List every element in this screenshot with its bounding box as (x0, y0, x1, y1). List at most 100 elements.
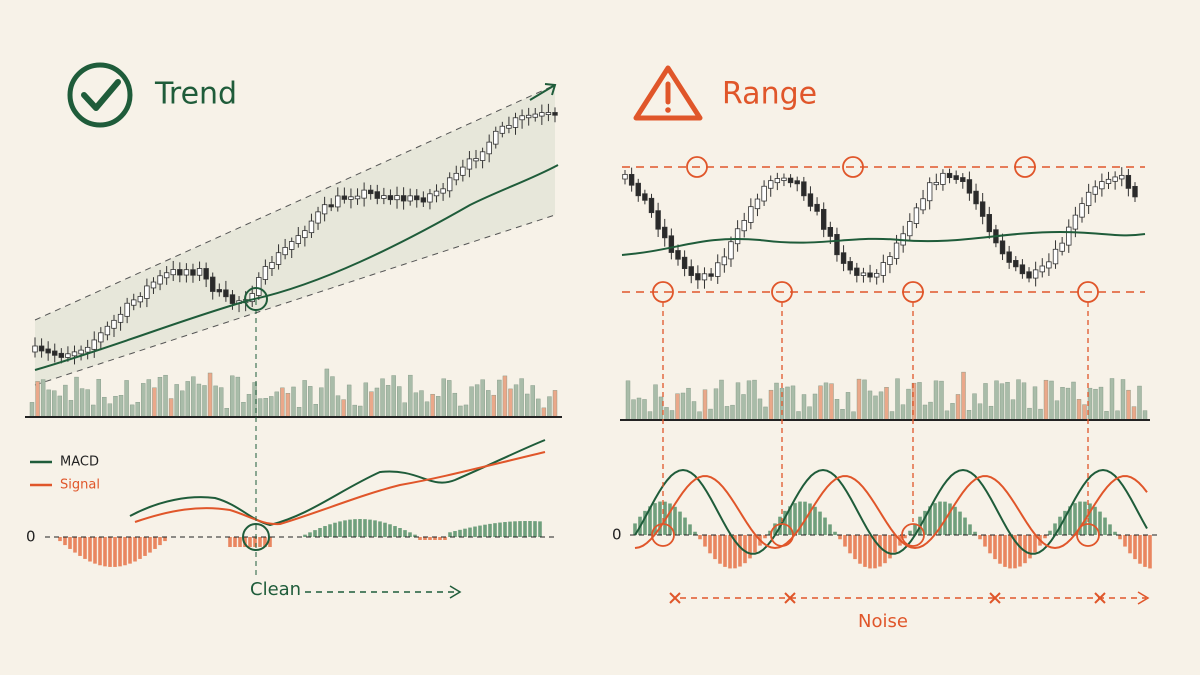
volume-bar (536, 398, 541, 418)
candle-body (545, 112, 552, 115)
candle-body (512, 117, 519, 128)
volume-bar (840, 409, 845, 421)
volume-bar (369, 391, 374, 418)
histogram-bar (703, 535, 707, 547)
candle-body (177, 269, 183, 276)
histogram-bar (378, 521, 382, 537)
volume-bar (402, 402, 407, 418)
histogram-bar (848, 535, 852, 554)
volume-bar (235, 376, 241, 418)
histogram-bar (988, 535, 992, 554)
candle-body (1085, 191, 1092, 207)
volume-bar (102, 396, 107, 418)
volume-bar (335, 395, 341, 418)
candle-body (348, 196, 354, 200)
volume-bar (823, 382, 829, 421)
candle-body (275, 252, 282, 265)
volume-bar (790, 385, 796, 421)
volume-bar (1076, 399, 1082, 421)
volume-bar (458, 405, 463, 418)
candle-body (1019, 264, 1026, 275)
histogram-bar (158, 537, 162, 546)
histogram-bar (748, 535, 752, 559)
candle-body (933, 182, 939, 186)
cross-circle (901, 523, 925, 547)
candle-body (913, 207, 920, 224)
histogram-bar (808, 503, 812, 535)
candle-body (1006, 251, 1012, 263)
volume-bar (878, 391, 884, 421)
candle-body (728, 241, 734, 260)
volume-bar (768, 389, 774, 421)
candle-body (183, 269, 190, 276)
left-title: Trend (154, 77, 237, 112)
candle-body (302, 230, 308, 239)
histogram-bar (643, 510, 647, 535)
histogram-bar (713, 535, 717, 560)
volume-bar (524, 393, 530, 418)
volume-bar (752, 379, 757, 421)
candle-body (721, 256, 728, 266)
candle-body (973, 190, 979, 205)
histogram-bar (728, 535, 732, 569)
noise-arrowhead (1137, 591, 1150, 605)
histogram-bar (403, 530, 407, 537)
trough-circle (902, 281, 924, 303)
histogram-bar (983, 535, 987, 547)
volume-bar (185, 381, 190, 418)
candle-body (163, 272, 170, 279)
warning-dot (665, 107, 671, 113)
histogram-bar (678, 511, 682, 535)
histogram-bar (1063, 510, 1067, 535)
volume-bar (374, 387, 380, 418)
candle-body (111, 319, 117, 329)
histogram-bar (473, 526, 477, 537)
histogram-bar (313, 530, 317, 537)
histogram-bar (83, 537, 87, 559)
histogram-bar (238, 537, 242, 547)
volume-bar (1126, 389, 1131, 421)
left-caption: Clean (250, 579, 301, 600)
volume-bar (1120, 379, 1126, 421)
histogram-bar (63, 537, 67, 546)
histogram-bar (893, 535, 897, 553)
histogram-bar (88, 537, 92, 562)
volume-bar (152, 387, 157, 418)
histogram-bar (1043, 535, 1047, 539)
volume-bar (408, 374, 413, 418)
volume-bar (763, 406, 768, 421)
candle-body (940, 172, 946, 185)
volume-bar (180, 390, 185, 418)
histogram-bar (108, 537, 112, 567)
candle-body (701, 273, 708, 281)
volume-bar (424, 401, 430, 418)
candle-body (150, 281, 157, 289)
candle-body (794, 180, 800, 185)
candle-body (361, 189, 367, 199)
histogram-bar (263, 537, 267, 547)
histogram-bar (1138, 535, 1142, 564)
candle-body (893, 242, 900, 259)
histogram-bar (258, 537, 262, 547)
candle-body (1132, 185, 1138, 198)
candle-body (117, 313, 124, 323)
histogram-bar (118, 537, 122, 567)
volume-bar (35, 381, 40, 418)
candle-body (493, 130, 499, 145)
candle-body (52, 350, 58, 356)
volume-bar (202, 385, 207, 418)
candle-body (341, 195, 348, 200)
channel-bottom (34, 214, 556, 386)
volume-bar (196, 383, 202, 418)
legend-signal: Signal (60, 478, 100, 493)
volume-bar (52, 390, 57, 418)
candle-body (269, 262, 275, 269)
histogram-bar (733, 535, 737, 569)
histogram-bar (783, 510, 787, 535)
candle-body (847, 261, 853, 271)
candle-body (203, 268, 209, 280)
cross-circle (651, 523, 675, 547)
histogram-bar (698, 535, 702, 540)
candle-body (715, 262, 721, 277)
histogram-bar (463, 528, 467, 537)
